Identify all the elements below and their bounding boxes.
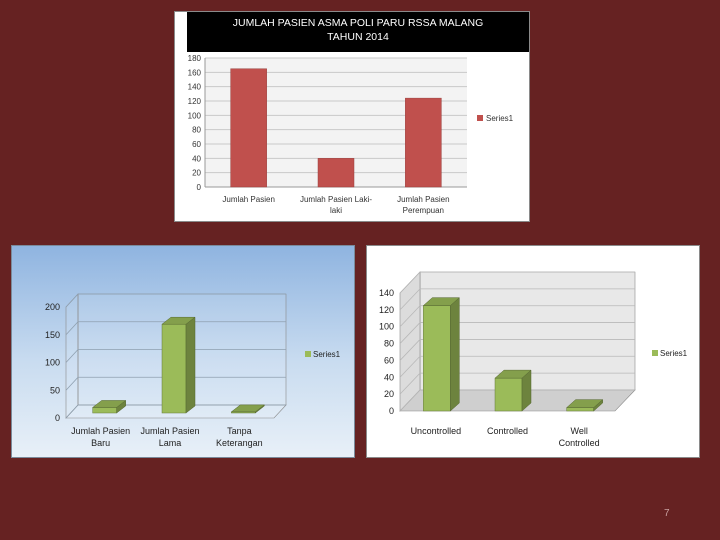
chart-3-y-tick-label: 120 xyxy=(379,305,394,315)
chart-1-title-bar xyxy=(187,12,529,52)
chart-3-gridline xyxy=(399,355,635,378)
chart-3-side-wall xyxy=(399,271,421,412)
chart-1-y-tick-label: 180 xyxy=(188,54,202,63)
chart-2-bar-front xyxy=(161,323,187,414)
chart-3-x-tick-label: Well xyxy=(570,426,587,436)
chart-1-title-line: TAHUN 2014 xyxy=(327,31,389,43)
chart-3-y-tick-label: 20 xyxy=(384,389,394,399)
chart-3-bar-top xyxy=(566,399,604,408)
chart-1-bar xyxy=(230,68,267,188)
chart-2-x-tick-label: Baru xyxy=(91,438,110,448)
chart-2-y-tick-label: 200 xyxy=(45,302,60,312)
chart-2-gridline xyxy=(65,349,286,363)
chart-asthma-patients-2014: JUMLAH PASIEN ASMA POLI PARU RSSA MALANG… xyxy=(174,11,530,222)
chart-3-x-tick-label: Controlled xyxy=(487,426,528,436)
chart-3-x-tick-label: Controlled xyxy=(559,438,600,448)
chart-1-x-tick-label: Jumlah Pasien xyxy=(222,195,274,204)
chart-2-gridline xyxy=(65,376,286,391)
chart-3-y-tick-label: 100 xyxy=(379,322,394,332)
chart-1-x-tick-label: Perempuan xyxy=(403,206,444,215)
chart-2-bar-top xyxy=(91,400,127,408)
chart-2-bar-top xyxy=(230,404,266,413)
chart-1-y-tick-label: 80 xyxy=(192,126,201,135)
chart-1-legend-swatch xyxy=(477,115,483,121)
chart-2-bar-side xyxy=(185,316,196,414)
chart-2-gridline xyxy=(65,293,286,308)
chart-1-svg: JUMLAH PASIEN ASMA POLI PARU RSSA MALANG… xyxy=(187,12,529,215)
chart-1-y-tick-label: 40 xyxy=(192,154,201,163)
chart-2-x-tick-label: Jumlah Pasien xyxy=(140,426,199,436)
chart-3-legend-label: Series1 xyxy=(660,349,688,358)
chart-2-x-tick-label: Jumlah Pasien xyxy=(71,426,130,436)
chart-3-y-tick-label: 80 xyxy=(384,339,394,349)
chart-1-title-line: JUMLAH PASIEN ASMA POLI PARU RSSA MALANG xyxy=(233,17,484,29)
chart-1-bar xyxy=(405,97,442,188)
chart-2-legend-swatch xyxy=(305,351,311,357)
chart-2-svg: 0 50 100 150 200 Jumlah Pasien Baru Jumlah Pasi… xyxy=(45,293,341,448)
chart-2-x-tick-label: Keterangan xyxy=(216,438,263,448)
chart-3-svg: 0 20 40 60 80 100 120 140 Uncontrolled Controlled… xyxy=(379,271,688,448)
chart-3-bar-top xyxy=(494,369,532,379)
chart-3-gridline xyxy=(399,288,635,311)
chart-2-legend-label: Series1 xyxy=(313,350,341,359)
chart-1-y-tick-label: 120 xyxy=(188,97,202,106)
chart-3-y-tick-label: 60 xyxy=(384,355,394,365)
chart-2-y-tick-label: 50 xyxy=(50,385,60,395)
chart-1-y-tick-label: 0 xyxy=(197,183,202,192)
chart-2-gridline xyxy=(65,321,286,336)
chart-2-bar-front xyxy=(92,407,117,414)
chart-1-y-tick-label: 160 xyxy=(188,68,202,77)
chart-2-y-tick-label: 0 xyxy=(55,413,60,423)
chart-2-x-tick-label: Lama xyxy=(159,438,182,448)
chart-3-gridline xyxy=(399,389,635,412)
chart-3-gridline xyxy=(399,339,635,361)
chart-3-y-tick-label: 40 xyxy=(384,372,394,382)
chart-asthma-control: 0 20 40 60 80 100 120 140 Uncontrolled Controlled… xyxy=(366,245,700,458)
chart-3-bar-top xyxy=(422,297,460,306)
chart-3-gridline xyxy=(399,372,635,395)
chart-3-bar-front xyxy=(494,377,523,412)
chart-3-y-tick-label: 0 xyxy=(389,406,394,416)
chart-1-y-tick-label: 60 xyxy=(192,140,201,149)
chart-1-legend-label: Series1 xyxy=(486,114,514,123)
chart-3-bar-front xyxy=(423,305,451,412)
chart-new-vs-old-patients: 0 50 100 150 200 Jumlah Pasien Baru Jumlah Pasi… xyxy=(11,245,355,458)
chart-2-x-tick-label: Tanpa xyxy=(227,426,252,436)
chart-2-y-tick-label: 150 xyxy=(45,330,60,340)
chart-1-y-tick-label: 20 xyxy=(192,169,201,178)
chart-1-x-tick-label: Jumlah Pasien Laki- xyxy=(300,195,372,204)
chart-3-y-tick-label: 140 xyxy=(379,288,394,298)
chart-3-gridline xyxy=(399,271,635,294)
page-number: 7 xyxy=(664,508,670,519)
chart-2-gridline xyxy=(65,404,286,419)
chart-3-x-tick-label: Uncontrolled xyxy=(411,426,462,436)
chart-3-gridline xyxy=(399,322,635,344)
chart-1-x-tick-label: laki xyxy=(330,206,342,215)
chart-1-y-tick-label: 140 xyxy=(188,83,202,92)
chart-1-y-tick-label: 100 xyxy=(188,111,202,120)
chart-3-gridline xyxy=(399,305,635,327)
chart-2-y-tick-label: 100 xyxy=(45,358,60,368)
chart-2-bar-top xyxy=(161,316,196,325)
chart-1-x-tick-label: Jumlah Pasien xyxy=(397,195,449,204)
chart-3-bar-side xyxy=(450,297,460,412)
chart-3-bar-front xyxy=(566,407,594,412)
chart-1-bar xyxy=(317,158,355,188)
chart-3-legend-swatch xyxy=(652,350,658,356)
